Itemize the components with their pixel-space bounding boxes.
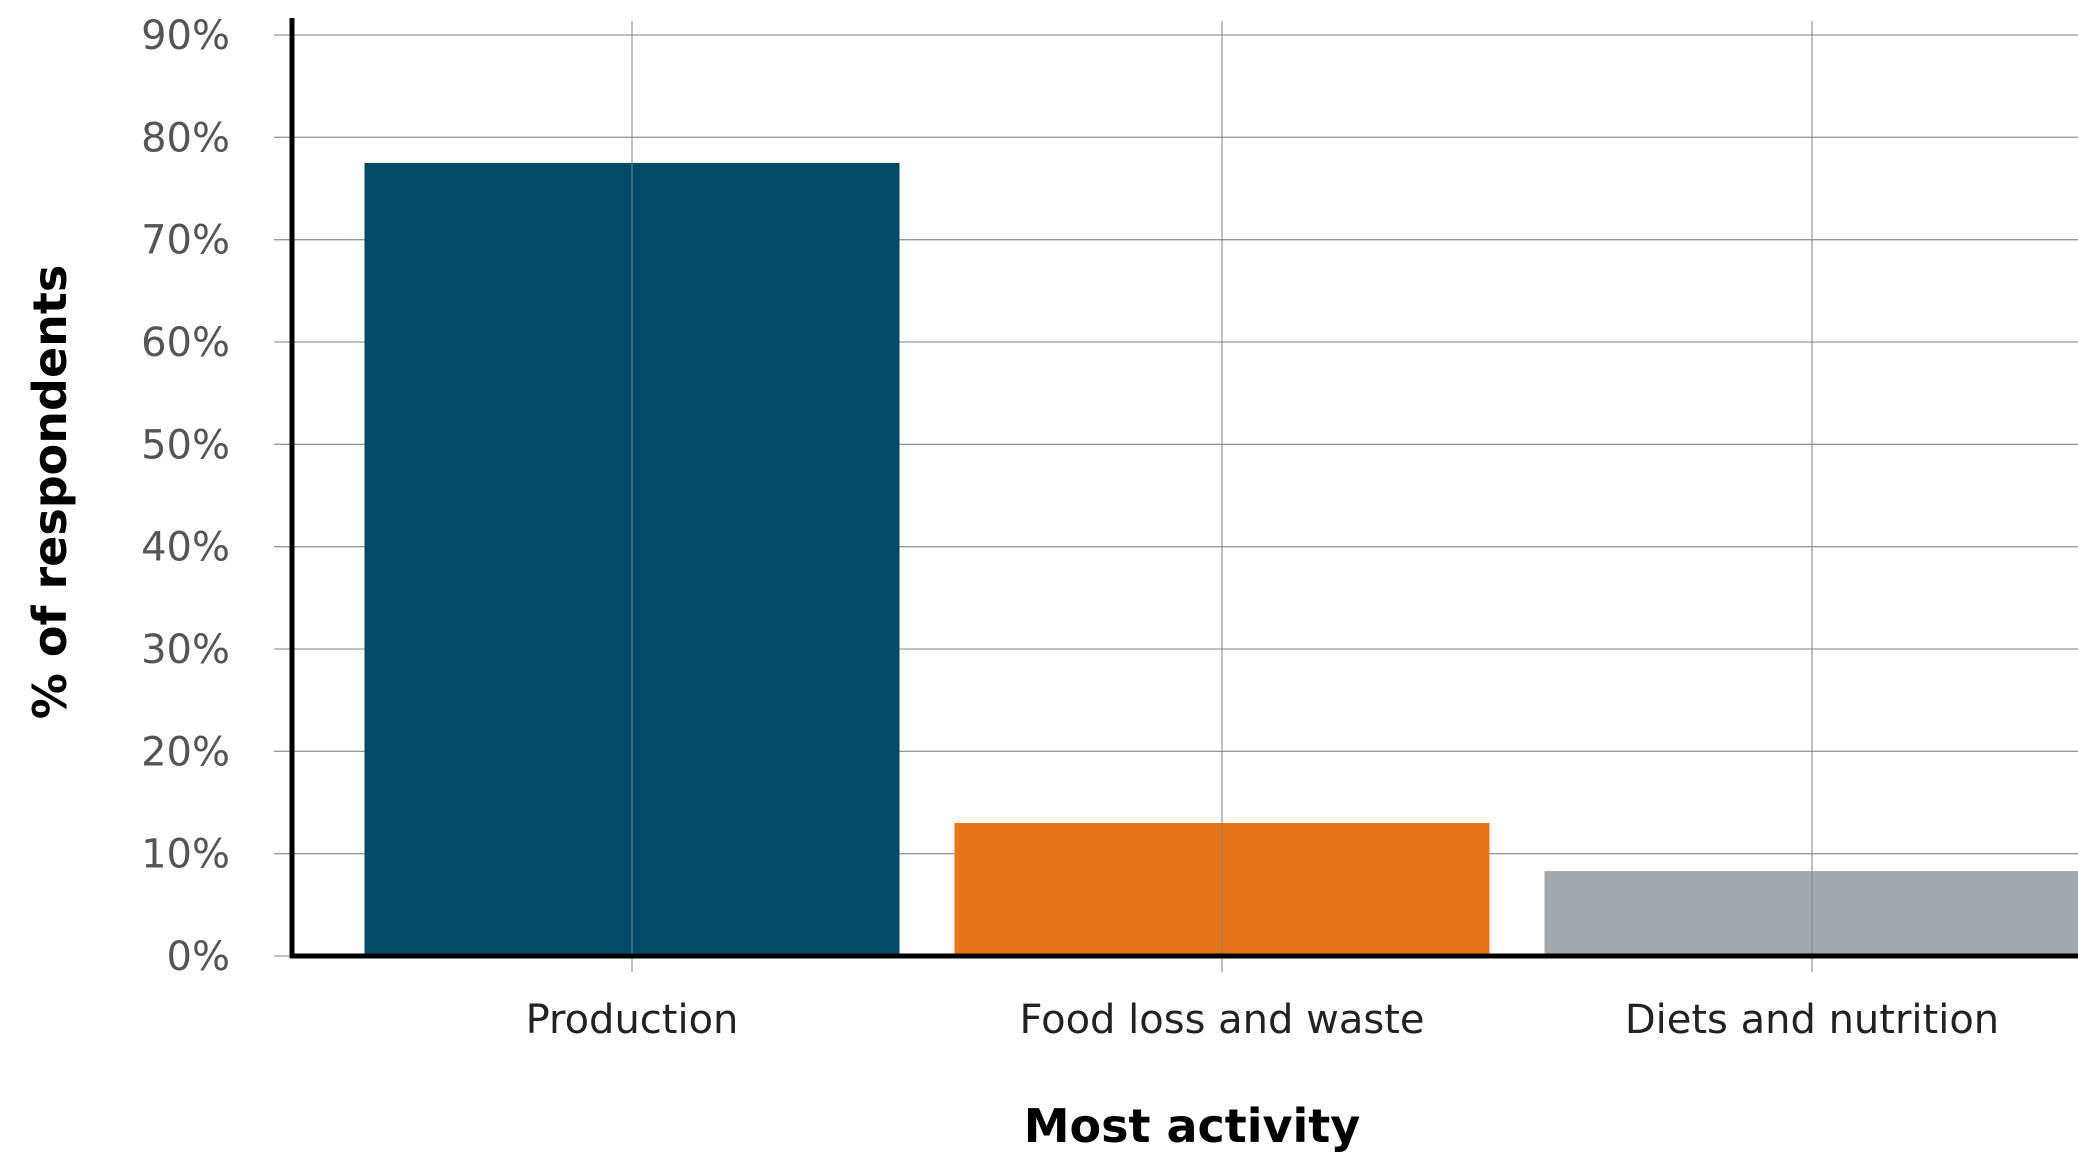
bar-diets-and-nutrition (1544, 871, 2078, 956)
x-category-label-1: Food loss and waste (1020, 997, 1425, 1043)
y-axis-title: % of respondents (23, 265, 77, 720)
y-tick-label-30: 30% (141, 627, 230, 673)
y-tick-label-60: 60% (141, 320, 230, 366)
bars (364, 162, 2078, 956)
x-category-labels: Production Food loss and waste Diets and n… (526, 997, 2000, 1043)
y-tick-label-80: 80% (141, 115, 230, 161)
x-axis-title: Most activity (1024, 1099, 1361, 1152)
y-tick-label-10: 10% (141, 832, 230, 878)
y-tick-label-90: 90% (141, 13, 230, 59)
y-tick-label-50: 50% (141, 422, 230, 468)
x-category-label-0: Production (526, 997, 739, 1043)
y-tick-label-70: 70% (141, 218, 230, 264)
vertical-grid-lines (631, 21, 1813, 972)
y-tick-label-20: 20% (141, 729, 230, 775)
y-tick-label-0: 0% (167, 934, 230, 980)
axes (289, 18, 2078, 959)
y-tick-label-40: 40% (141, 525, 230, 571)
y-tick-labels: 0% 10% 20% 30% 40% 50% 60% 70% 80% 90% (141, 13, 230, 980)
x-category-label-2: Diets and nutrition (1625, 997, 1999, 1043)
